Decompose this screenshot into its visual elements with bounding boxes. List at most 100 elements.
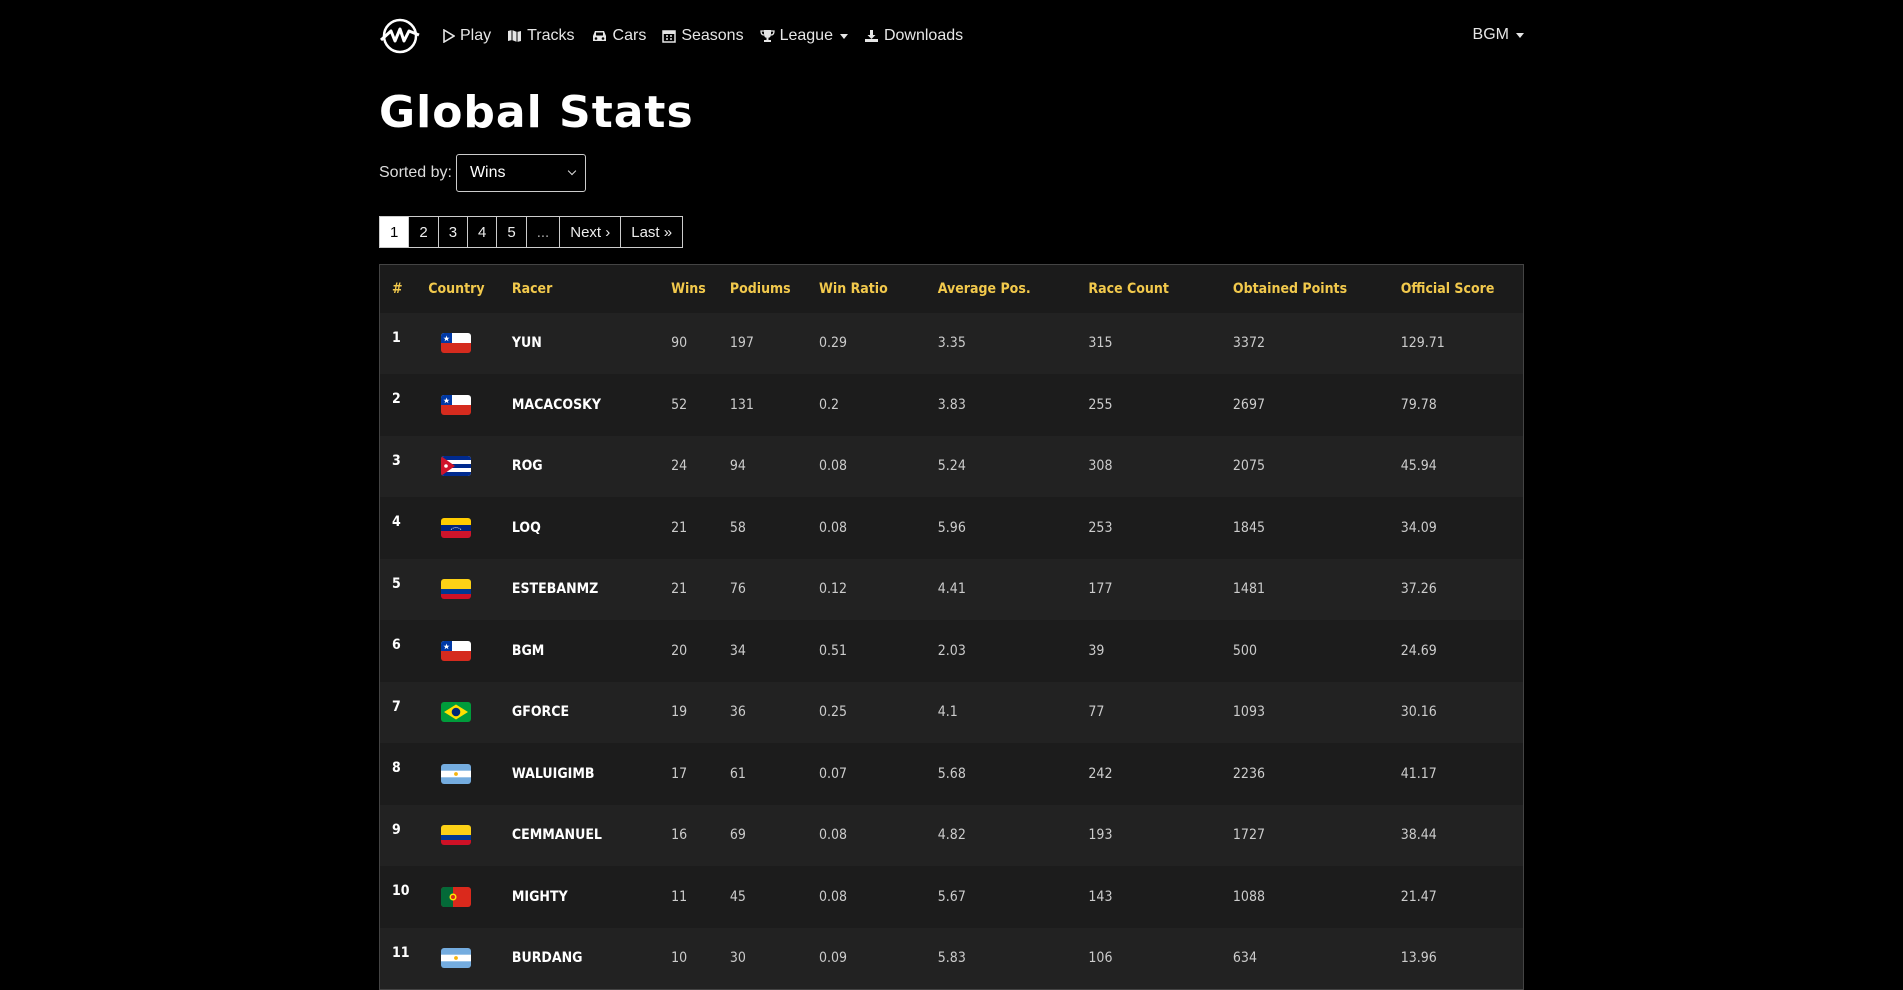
score-cell: 34.09 <box>1400 519 1437 536</box>
country-cell <box>416 682 500 744</box>
points-cell: 1088 <box>1232 888 1265 905</box>
page-button-5[interactable]: 5 <box>496 216 527 248</box>
nav-item-play[interactable]: Play <box>443 27 491 45</box>
racer-cell[interactable]: MACACOSKY <box>511 396 602 413</box>
races-cell: 193 <box>1088 827 1113 844</box>
column-header: Average Pos. <box>937 280 1031 297</box>
flag-colombia-icon <box>441 825 472 846</box>
pagination: 1 2 3 4 5... Next › Last » <box>379 216 1524 248</box>
avg-cell: 5.83 <box>937 950 966 966</box>
racer-cell[interactable]: GFORCE <box>511 704 570 721</box>
nav-item-tracks[interactable]: Tracks <box>507 27 575 45</box>
podiums-cell: 94 <box>729 458 746 475</box>
table-row[interactable]: 5 ESTEBANMZ 21 76 0.12 4.41 177 1481 37.26 <box>379 558 1524 620</box>
pos-cell: 9 <box>392 821 401 838</box>
wins-cell: 24 <box>671 458 688 475</box>
trophy-icon <box>759 29 780 43</box>
ratio-cell: 0.29 <box>819 335 848 352</box>
avg-cell: 5.68 <box>937 765 966 782</box>
page-button-3[interactable]: 3 <box>437 216 469 248</box>
next-page-button[interactable]: Next › <box>559 216 622 248</box>
page-button-4[interactable]: 4 <box>467 216 498 248</box>
points-cell: 1481 <box>1232 581 1265 598</box>
country-cell <box>416 620 500 682</box>
races-cell: 177 <box>1088 581 1113 598</box>
sort-control: Sorted by: Wins <box>379 154 1524 192</box>
racer-cell[interactable]: YUN <box>511 335 542 352</box>
pos-cell: 5 <box>392 575 401 592</box>
wins-cell: 21 <box>671 581 688 598</box>
play-icon <box>443 29 460 43</box>
podiums-cell: 197 <box>729 335 754 352</box>
avg-cell: 3.83 <box>937 396 966 413</box>
navbar: Play Tracks Cars Seasons League Downloads BGM <box>379 0 1524 72</box>
table-row[interactable]: 11 BURDANG 10 30 0.09 5.83 106 634 13.96 <box>379 927 1524 990</box>
score-cell: 38.44 <box>1400 827 1437 844</box>
avg-cell: 4.82 <box>937 827 966 844</box>
pos-cell: 6 <box>392 637 401 653</box>
nav-item-seasons[interactable]: Seasons <box>662 27 744 45</box>
racer-cell[interactable]: BURDANG <box>511 950 583 966</box>
country-cell <box>416 805 500 867</box>
table-row[interactable]: 6 BGM 20 34 0.51 2.03 39 500 24.69 <box>379 620 1524 682</box>
wins-cell: 10 <box>671 950 688 966</box>
nav-item-league[interactable]: League <box>759 27 848 45</box>
avg-cell: 5.96 <box>937 519 966 536</box>
podiums-cell: 76 <box>729 581 746 598</box>
ratio-cell: 0.2 <box>819 396 840 413</box>
races-cell: 315 <box>1088 335 1113 352</box>
racer-cell[interactable]: MIGHTY <box>511 888 568 905</box>
ratio-cell: 0.12 <box>819 581 848 598</box>
ratio-cell: 0.51 <box>819 642 848 659</box>
racer-cell[interactable]: ESTEBANMZ <box>511 581 599 598</box>
table-row[interactable]: 7 GFORCE 19 36 0.25 4.1 77 1093 30.16 <box>379 681 1524 744</box>
page-button-2[interactable]: 2 <box>408 216 439 248</box>
sort-select-value: Wins <box>469 164 506 181</box>
country-cell <box>416 743 500 805</box>
score-cell: 79.78 <box>1400 396 1437 413</box>
table-row[interactable]: 9 CEMMANUEL 16 69 0.08 4.82 193 1727 38.44 <box>379 804 1524 867</box>
score-cell: 37.26 <box>1400 581 1437 598</box>
table-row[interactable]: 3 ROG 24 94 0.08 5.24 308 2075 45.94 <box>379 435 1524 497</box>
flag-colombia-icon <box>441 579 472 600</box>
map-icon <box>507 29 527 43</box>
sort-select[interactable]: Wins <box>455 154 586 192</box>
column-header: # <box>392 280 403 297</box>
flag-venezuela-icon <box>441 517 472 538</box>
wins-cell: 17 <box>671 765 688 782</box>
racer-cell[interactable]: LOQ <box>511 519 541 536</box>
country-cell <box>416 928 500 990</box>
racer-cell[interactable]: WALUIGIMB <box>511 765 595 782</box>
racer-cell[interactable]: ROG <box>511 458 543 475</box>
table-row[interactable]: 8 WALUIGIMB 17 61 0.07 5.68 242 2236 41.17 <box>379 743 1524 805</box>
avg-cell: 4.41 <box>937 581 966 598</box>
wins-cell: 19 <box>671 704 688 721</box>
country-cell <box>416 374 500 436</box>
country-cell <box>416 497 500 559</box>
page-button-1[interactable]: 1 <box>379 216 410 248</box>
racer-cell[interactable]: BGM <box>511 642 545 659</box>
table-row[interactable]: 4 LOQ 21 58 0.08 5.96 253 1845 34.09 <box>379 497 1524 559</box>
score-cell: 24.69 <box>1400 642 1437 659</box>
user-menu[interactable]: BGM <box>1473 26 1524 44</box>
podiums-cell: 34 <box>729 642 746 659</box>
chevron-down-icon <box>839 33 848 39</box>
pos-cell: 3 <box>392 452 401 469</box>
download-icon <box>864 29 884 43</box>
races-cell: 39 <box>1088 642 1105 659</box>
logo-icon[interactable] <box>379 15 421 57</box>
racer-cell[interactable]: CEMMANUEL <box>511 827 602 844</box>
avg-cell: 2.03 <box>937 642 966 659</box>
table-row[interactable]: 2 MACACOSKY 52 131 0.2 3.83 255 2697 79.78 <box>379 374 1524 436</box>
nav-item-downloads[interactable]: Downloads <box>864 27 963 45</box>
table-row[interactable]: 1 YUN 90 197 0.29 3.35 315 3372 129.71 <box>379 312 1524 375</box>
column-header: Country <box>428 280 485 297</box>
table-row[interactable]: 10 MIGHTY 11 45 0.08 5.67 143 1088 21.47 <box>379 866 1524 928</box>
country-cell <box>416 313 500 375</box>
ratio-cell: 0.08 <box>819 888 848 905</box>
races-cell: 242 <box>1088 765 1113 782</box>
last-page-button[interactable]: Last » <box>620 216 684 248</box>
points-cell: 2075 <box>1232 458 1265 475</box>
pos-cell: 1 <box>392 329 401 346</box>
nav-item-cars[interactable]: Cars <box>591 27 646 45</box>
